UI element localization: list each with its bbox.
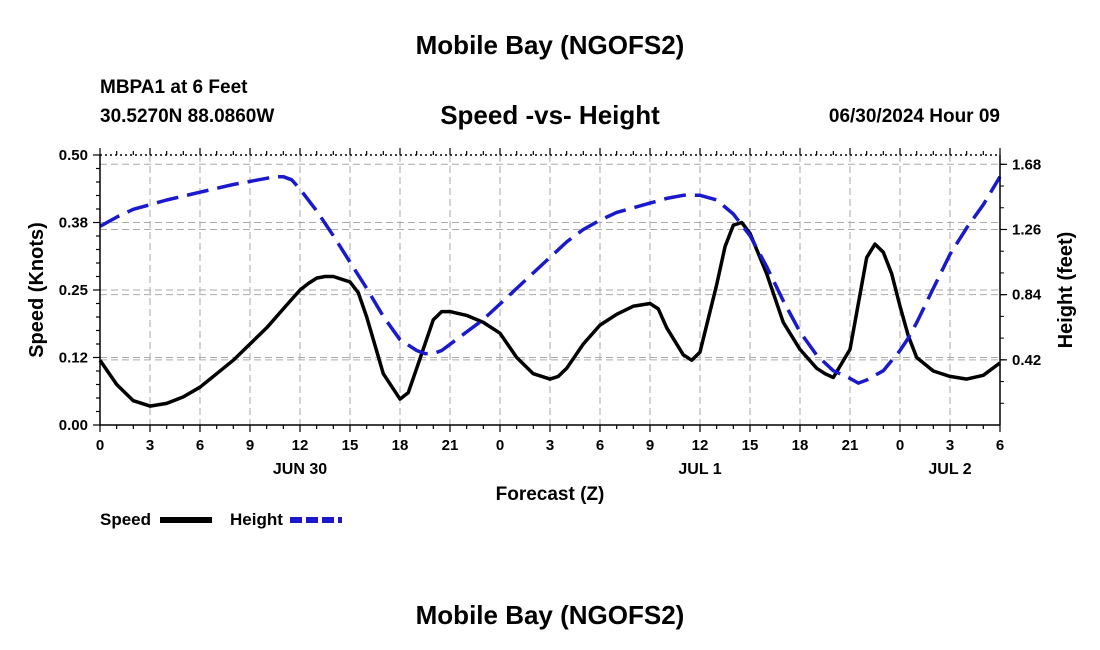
x-tick-label: 21 bbox=[842, 437, 859, 454]
y2-tick-label: 1.68 bbox=[1012, 156, 1041, 173]
x-tick-label: 3 bbox=[946, 437, 954, 454]
x-tick-label: 0 bbox=[96, 437, 104, 454]
series-line-height bbox=[99, 174, 1002, 385]
x-tick-label: 21 bbox=[442, 437, 459, 454]
x-tick-label: 9 bbox=[246, 437, 254, 454]
x-tick-label: 15 bbox=[342, 437, 359, 454]
x-tick-label: 12 bbox=[692, 437, 709, 454]
legend: Speed Height bbox=[100, 510, 342, 529]
grid-lines bbox=[100, 155, 1000, 425]
y2-axis-label: Height (feet) bbox=[1055, 232, 1077, 349]
station-label: MBPA1 at 6 Feet bbox=[100, 77, 248, 98]
y2-tick-label: 0.84 bbox=[1012, 287, 1042, 304]
x-tick-label: 12 bbox=[292, 437, 309, 454]
x-tick-label: 6 bbox=[196, 437, 204, 454]
x-tick-label: 0 bbox=[896, 437, 904, 454]
y-tick-label: 0.12 bbox=[59, 350, 88, 367]
date-label: JUL 2 bbox=[928, 461, 971, 478]
y-tick-label: 0.25 bbox=[59, 282, 88, 299]
x-tick-label: 18 bbox=[392, 437, 409, 454]
axes bbox=[93, 148, 1007, 432]
date-label: JUN 30 bbox=[273, 461, 327, 478]
series-line-speed bbox=[98, 220, 1002, 408]
x-axis-label: Forecast (Z) bbox=[496, 484, 605, 505]
tick-labels: 0 3 6 9 12 15 18 21 0 3 6 9 12 15 18 21 0 3 6 JUN 30 JUL 1 JU… bbox=[26, 147, 1077, 505]
coordinates-label: 30.5270N 88.0860W bbox=[100, 106, 275, 127]
date-label: JUL 1 bbox=[678, 461, 721, 478]
legend-label-height: Height bbox=[230, 510, 283, 529]
chart-title-bottom: Mobile Bay (NGOFS2) bbox=[415, 600, 685, 630]
x-tick-label: 15 bbox=[742, 437, 759, 454]
y2-tick-label: 1.26 bbox=[1012, 221, 1041, 238]
y2-tick-label: 0.42 bbox=[1012, 352, 1041, 369]
y-tick-label: 0.00 bbox=[59, 417, 88, 434]
x-tick-label: 3 bbox=[546, 437, 554, 454]
chart-title-top: Mobile Bay (NGOFS2) bbox=[415, 30, 685, 60]
legend-label-speed: Speed bbox=[100, 510, 151, 529]
y-axis-label: Speed (Knots) bbox=[26, 222, 48, 358]
x-tick-label: 18 bbox=[792, 437, 809, 454]
forecast-timestamp: 06/30/2024 Hour 09 bbox=[828, 106, 1000, 127]
x-tick-label: 6 bbox=[596, 437, 604, 454]
series-lines bbox=[98, 174, 1002, 408]
y-tick-label: 0.38 bbox=[59, 215, 88, 232]
x-tick-label: 6 bbox=[996, 437, 1004, 454]
chart-subtitle: Speed -vs- Height bbox=[440, 100, 660, 130]
x-tick-label: 3 bbox=[146, 437, 154, 454]
x-tick-label: 0 bbox=[496, 437, 504, 454]
x-tick-label: 9 bbox=[646, 437, 654, 454]
y-tick-label: 0.50 bbox=[59, 147, 88, 164]
